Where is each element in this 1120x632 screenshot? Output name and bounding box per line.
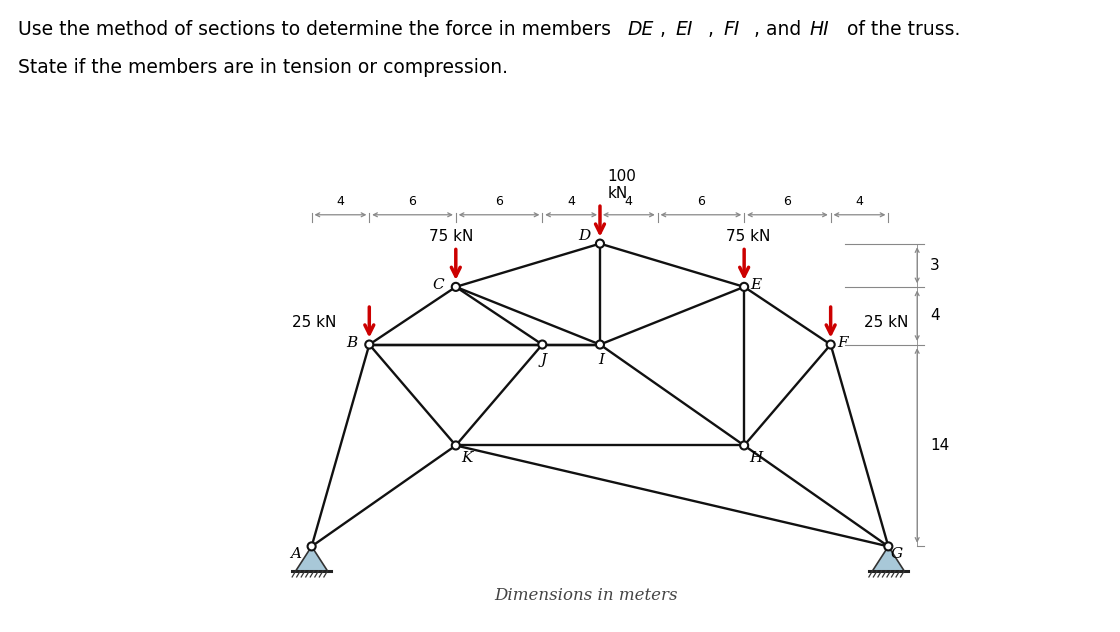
Text: FI: FI xyxy=(724,20,740,39)
Text: 4: 4 xyxy=(856,195,864,209)
Text: 4: 4 xyxy=(930,308,940,323)
Text: A: A xyxy=(290,547,301,561)
Text: 6: 6 xyxy=(409,195,417,209)
Text: C: C xyxy=(432,279,445,293)
Text: 100
kN: 100 kN xyxy=(607,169,636,201)
Text: H: H xyxy=(749,451,763,465)
Text: F: F xyxy=(837,336,848,350)
Text: State if the members are in tension or compression.: State if the members are in tension or c… xyxy=(18,58,508,77)
Text: , and: , and xyxy=(754,20,808,39)
Text: EI: EI xyxy=(675,20,693,39)
Text: of the truss.: of the truss. xyxy=(841,20,961,39)
Text: Use the method of sections to determine the force in members: Use the method of sections to determine … xyxy=(18,20,617,39)
Circle shape xyxy=(596,240,604,248)
Text: 4: 4 xyxy=(567,195,575,209)
Text: K: K xyxy=(461,451,473,465)
Text: D: D xyxy=(578,229,590,243)
Text: 75 kN: 75 kN xyxy=(429,229,474,245)
Text: ,: , xyxy=(708,20,720,39)
Text: 4: 4 xyxy=(336,195,344,209)
Text: J: J xyxy=(541,353,547,367)
Polygon shape xyxy=(296,547,327,571)
Circle shape xyxy=(539,341,547,349)
Circle shape xyxy=(596,341,604,349)
Circle shape xyxy=(365,341,373,349)
Circle shape xyxy=(451,441,460,449)
Text: 25 kN: 25 kN xyxy=(291,315,336,330)
Text: 14: 14 xyxy=(930,438,950,453)
Circle shape xyxy=(740,441,748,449)
Text: 6: 6 xyxy=(784,195,792,209)
Text: 4: 4 xyxy=(625,195,633,209)
Text: B: B xyxy=(346,336,357,350)
Text: 75 kN: 75 kN xyxy=(726,229,771,245)
Text: 6: 6 xyxy=(495,195,503,209)
Polygon shape xyxy=(872,547,904,571)
Text: Dimensions in meters: Dimensions in meters xyxy=(494,586,678,604)
Text: 3: 3 xyxy=(930,258,940,273)
Text: HI: HI xyxy=(810,20,830,39)
Circle shape xyxy=(740,283,748,291)
Circle shape xyxy=(451,283,460,291)
Circle shape xyxy=(885,542,893,550)
Text: ,: , xyxy=(660,20,672,39)
Text: 6: 6 xyxy=(697,195,704,209)
Text: G: G xyxy=(890,547,903,561)
Circle shape xyxy=(308,542,316,550)
Text: 25 kN: 25 kN xyxy=(864,315,908,330)
Text: E: E xyxy=(750,279,762,293)
Text: I: I xyxy=(598,353,605,367)
Circle shape xyxy=(827,341,834,349)
Text: DE: DE xyxy=(627,20,654,39)
